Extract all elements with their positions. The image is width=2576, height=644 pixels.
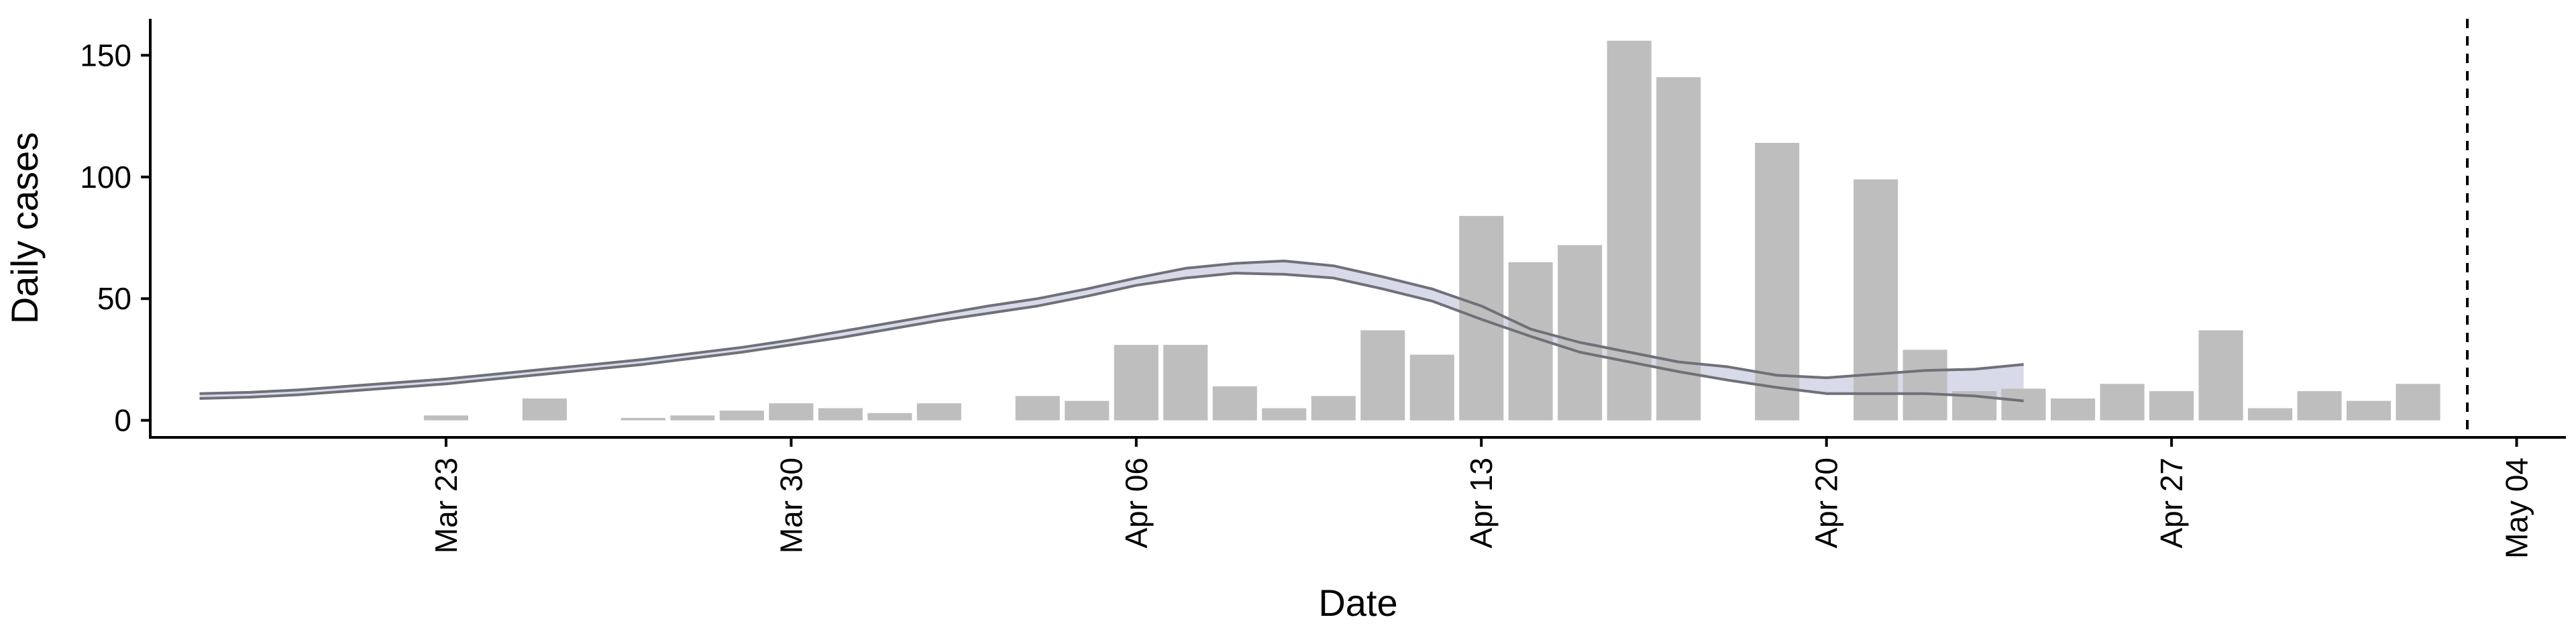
x-tick-label: Apr 13 [1464,458,1499,549]
bar [1212,386,1257,421]
bar [670,415,715,421]
bar [769,403,814,421]
x-tick-label: Mar 30 [773,458,808,553]
bar [1558,245,1603,421]
x-tick-label: Mar 23 [429,458,464,553]
bar [2347,400,2392,421]
bar [2051,398,2096,421]
bar [2001,388,2046,421]
line-layer [199,19,2469,437]
y-tick-label: 150 [80,38,131,72]
x-axis-title: Date [1318,582,1397,624]
y-tick-label: 100 [80,160,131,195]
bar [2198,330,2243,421]
bar-layer [423,40,2440,421]
bar [1409,354,1454,421]
bar [1607,40,1652,421]
bar [1755,143,1800,421]
x-tick-label: Apr 20 [1809,458,1844,549]
bar [916,403,961,421]
bar [1163,345,1208,421]
bar [423,415,468,421]
y-axis-title: Daily cases [3,132,46,324]
bar [1902,350,1947,421]
y-tick-label: 50 [97,281,131,316]
bar [818,408,863,421]
bar [1854,179,1898,421]
estimate-band-layer [199,261,2024,401]
estimate-band [199,261,2024,401]
estimate-upper-line [199,260,2024,395]
bar [1262,408,1307,421]
bar [621,418,665,421]
bar [719,411,764,421]
bar [1311,396,1356,421]
x-tick-label: May 04 [2500,458,2534,559]
y-tick-label: 0 [114,403,131,438]
bar [1015,396,1060,421]
bar [1114,345,1159,421]
bar [2100,384,2145,421]
bar [867,413,912,421]
bar [2396,384,2440,421]
bar [1360,330,1405,421]
bar [2149,391,2194,421]
x-tick-label: Apr 27 [2154,458,2189,549]
x-tick-label: Apr 06 [1119,458,1154,549]
bar [2297,391,2342,421]
axis-layer: 0 50 100 150 Mar 23 Mar 30 Apr 06 Apr 13 Apr 20 A… [80,19,2566,559]
bar [1065,400,1110,421]
bar [2248,408,2293,421]
bar [522,398,567,421]
estimate-lower-line [199,272,2024,402]
